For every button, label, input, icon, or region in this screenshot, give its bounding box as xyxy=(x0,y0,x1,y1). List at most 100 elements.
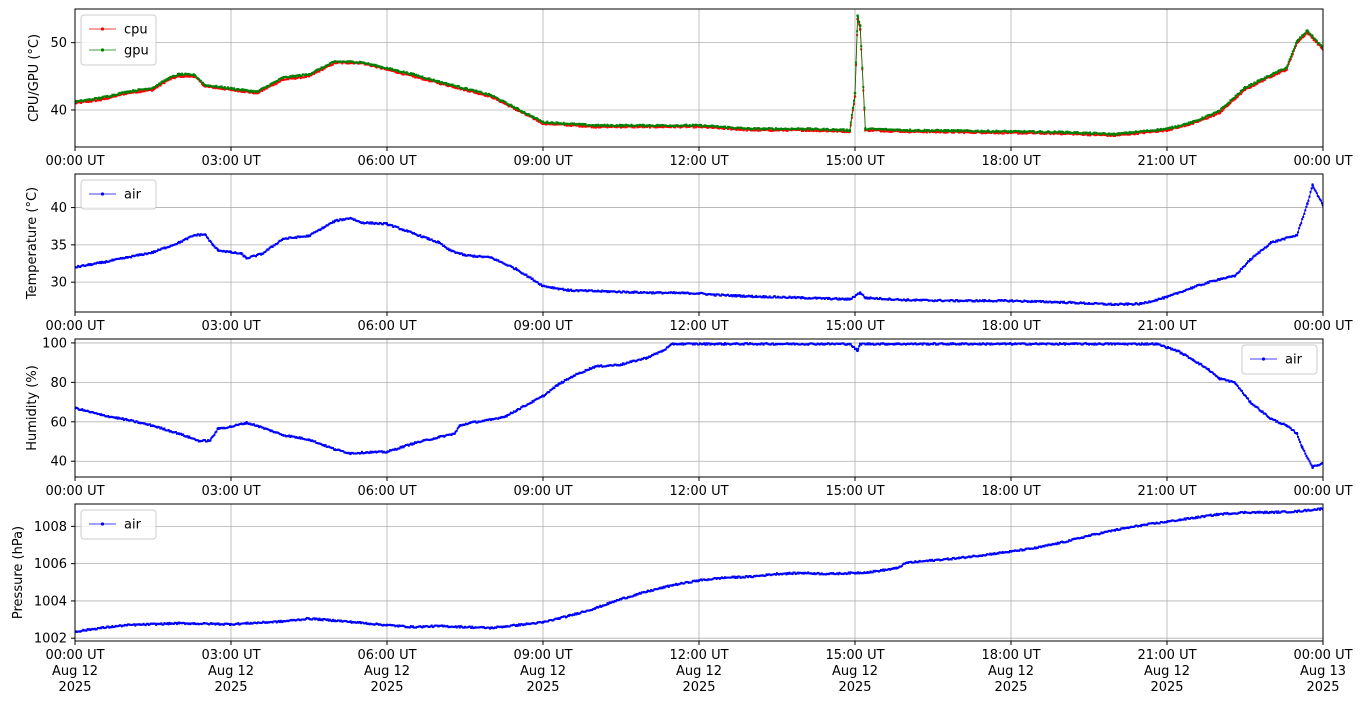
data-point xyxy=(714,125,717,128)
data-point xyxy=(186,73,189,76)
data-point xyxy=(576,122,579,125)
data-point xyxy=(373,223,376,225)
data-point xyxy=(1188,287,1191,290)
x-tick-label: 06:00 UT xyxy=(357,319,416,334)
data-point xyxy=(303,235,306,238)
data-point xyxy=(1016,342,1019,345)
data-point xyxy=(293,77,296,80)
data-point xyxy=(1146,129,1149,132)
data-point xyxy=(191,437,194,440)
data-point xyxy=(917,343,920,346)
data-point xyxy=(1056,131,1059,134)
data-point xyxy=(496,417,499,420)
data-point xyxy=(617,290,620,293)
x-tick-label: 03:00 UT xyxy=(201,484,260,499)
data-point xyxy=(586,124,589,127)
data-point xyxy=(418,76,421,79)
data-point xyxy=(805,128,808,131)
data-point xyxy=(548,286,551,289)
data-point xyxy=(1211,113,1214,116)
data-point xyxy=(407,444,410,447)
data-point xyxy=(290,76,293,79)
data-point xyxy=(745,129,748,132)
data-point xyxy=(737,342,740,345)
data-point xyxy=(829,343,831,346)
data-point xyxy=(1207,281,1210,284)
data-point xyxy=(137,422,140,424)
data-point xyxy=(251,423,254,426)
data-point xyxy=(1018,130,1021,133)
data-point xyxy=(1054,342,1057,345)
data-point xyxy=(507,103,510,106)
data-point xyxy=(1057,130,1060,133)
data-point xyxy=(751,342,753,345)
data-point xyxy=(721,293,724,296)
data-point xyxy=(793,295,796,298)
data-point xyxy=(1135,132,1138,135)
data-point xyxy=(1312,39,1315,42)
data-point xyxy=(820,128,823,131)
data-point xyxy=(534,398,537,401)
data-point xyxy=(1106,342,1109,345)
data-point xyxy=(761,128,764,131)
data-point xyxy=(454,251,457,254)
data-point xyxy=(1059,342,1062,345)
data-point xyxy=(324,444,327,447)
data-point xyxy=(510,104,513,107)
data-point xyxy=(143,90,146,93)
data-point xyxy=(1013,130,1016,133)
data-point xyxy=(711,343,714,346)
data-point xyxy=(834,343,837,346)
data-point xyxy=(1005,131,1008,134)
data-point xyxy=(945,299,948,302)
data-point xyxy=(680,126,683,129)
data-point xyxy=(220,426,223,429)
data-point xyxy=(997,132,1000,135)
data-point xyxy=(440,83,443,86)
data-point xyxy=(1236,272,1239,275)
data-point xyxy=(1293,235,1296,238)
data-point xyxy=(987,342,990,345)
data-point xyxy=(756,296,759,299)
data-point xyxy=(1187,121,1190,124)
data-point xyxy=(142,90,145,93)
data-point xyxy=(1247,260,1250,263)
data-point xyxy=(421,75,424,78)
data-point xyxy=(1135,130,1138,133)
data-point xyxy=(1276,73,1279,76)
data-point xyxy=(108,97,111,99)
data-point xyxy=(337,220,340,223)
data-point xyxy=(345,62,348,65)
data-point xyxy=(212,85,215,88)
data-point xyxy=(1026,343,1029,346)
data-point xyxy=(277,432,280,435)
data-point xyxy=(969,342,972,345)
data-point xyxy=(893,298,896,301)
data-point xyxy=(1245,87,1247,90)
data-point xyxy=(762,127,765,130)
data-point xyxy=(1115,133,1117,136)
y-axis-label: Humidity (%) xyxy=(25,365,40,451)
data-point xyxy=(1257,81,1260,84)
data-point xyxy=(1064,343,1067,346)
data-point xyxy=(730,343,733,346)
data-point xyxy=(886,129,889,131)
data-point xyxy=(173,77,176,80)
data-point xyxy=(1133,133,1136,136)
data-point xyxy=(342,450,345,453)
data-point xyxy=(595,290,597,293)
data-point xyxy=(1265,75,1268,78)
data-point xyxy=(259,252,262,255)
data-point xyxy=(1297,231,1299,234)
data-point xyxy=(1137,130,1140,133)
data-point xyxy=(369,221,372,224)
data-point xyxy=(969,130,972,133)
data-point xyxy=(992,300,995,303)
data-point xyxy=(361,62,363,64)
data-point xyxy=(948,130,951,132)
data-point xyxy=(273,244,276,247)
data-point xyxy=(529,401,532,404)
data-point xyxy=(295,237,298,240)
data-point xyxy=(810,297,813,300)
x-tick-label: 00:00 UT xyxy=(45,484,104,499)
